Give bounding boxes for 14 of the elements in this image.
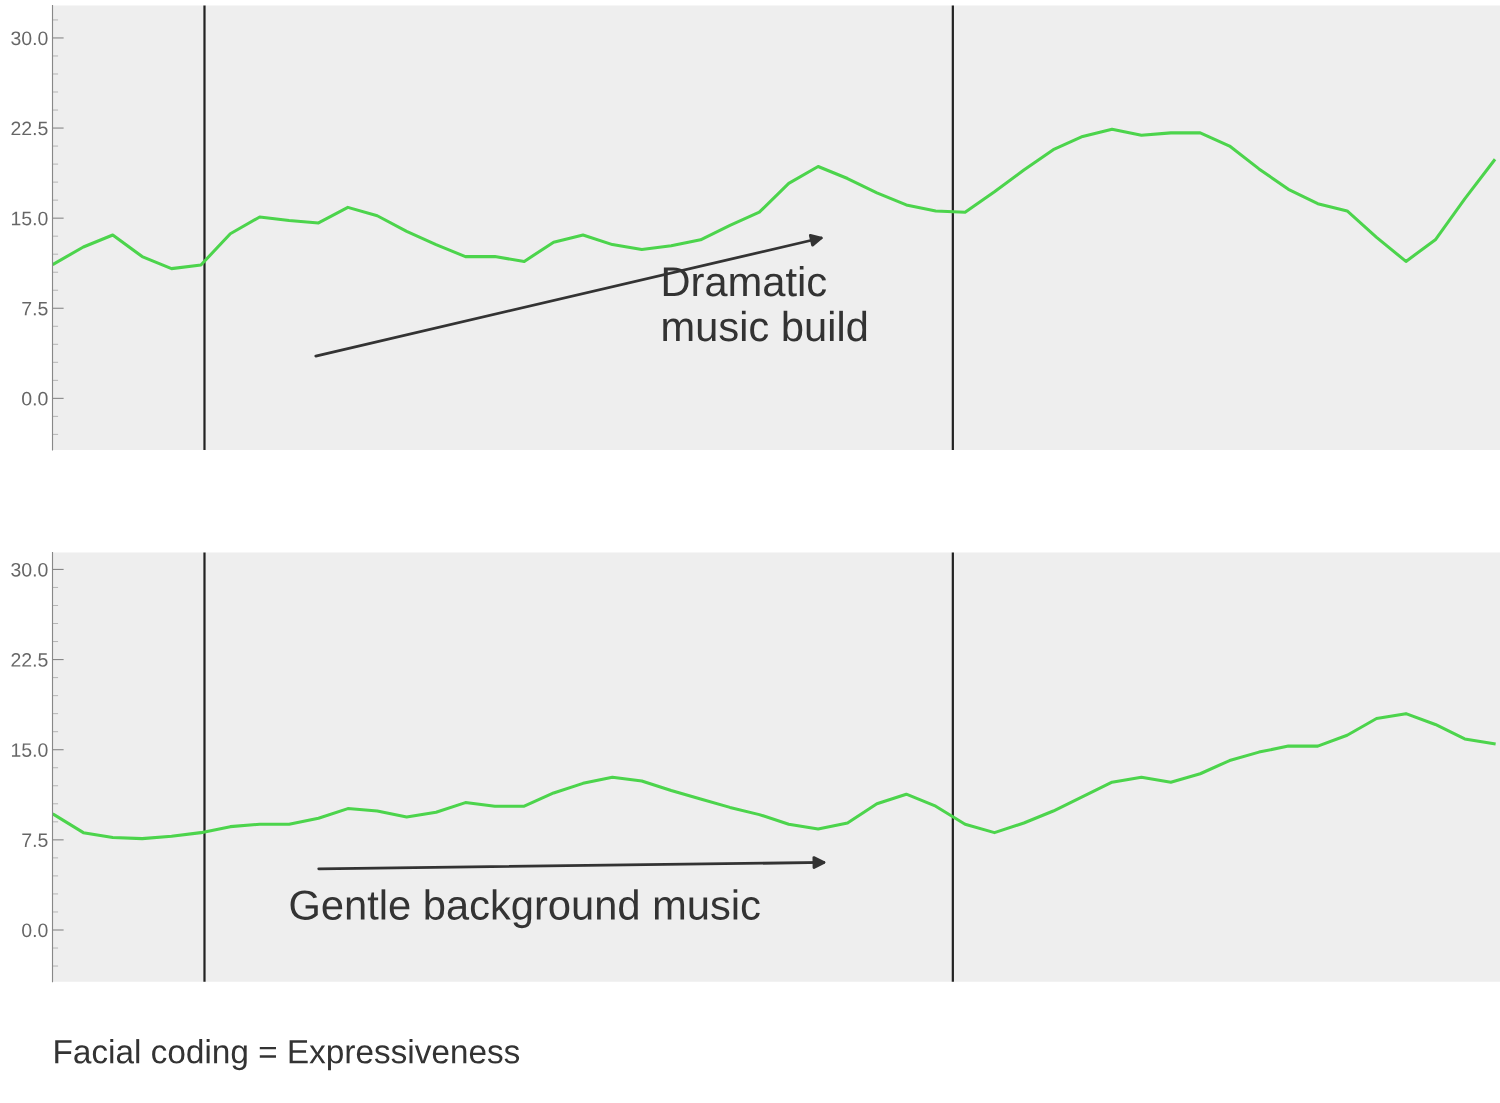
text: Facial coding = Expressiveness [55,1039,520,1071]
y-tick-label: 7.5 [22,301,48,316]
y-tick-label: 30.0 [11,562,48,577]
annotation: Gentle background music [290,889,760,929]
y-tick-label: 22.5 [11,121,48,136]
y-tick-label: 30.0 [11,31,48,46]
y-tick-label: 0.0 [22,391,48,406]
y-tick-label: 15.0 [11,211,48,226]
annotation: Dramatic music build [663,265,867,342]
y-tick-label: 15.0 [11,743,48,757]
y-tick-label: 22.5 [11,653,48,667]
line-series [52,712,1496,841]
y-tick-label: 7.5 [22,833,48,848]
y-tick-label: 0.0 [22,923,48,938]
